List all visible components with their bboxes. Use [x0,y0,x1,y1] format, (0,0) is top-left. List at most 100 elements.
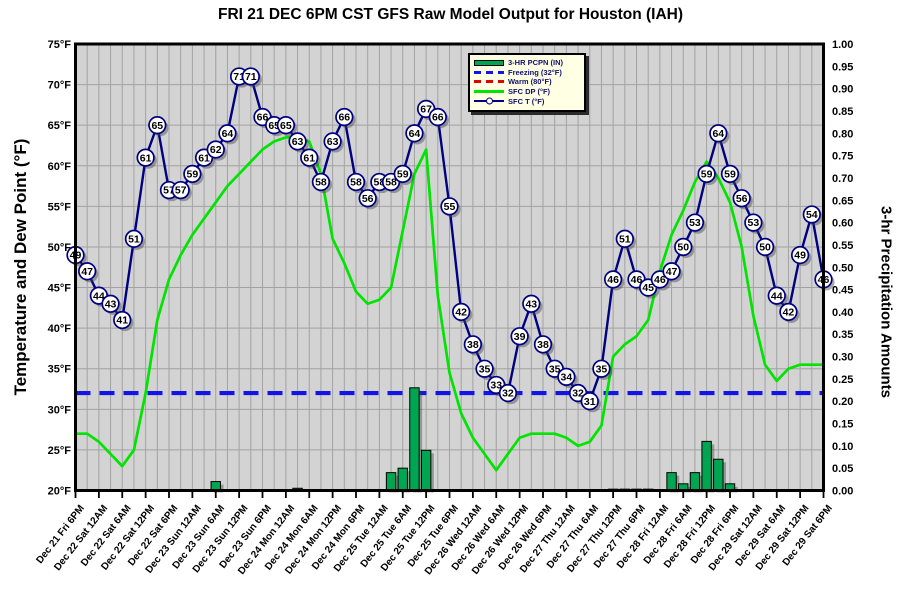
temp-marker-value: 34 [561,371,573,383]
y-right-tick-label: 0.50 [832,262,853,274]
y-left-tick-label: 40°F [48,323,72,335]
precip-bars [210,387,738,493]
temp-marker [358,189,377,208]
y-left-tick-label: 45°F [48,283,72,295]
temp-marker-value: 50 [759,242,771,254]
precip-bar [666,472,677,492]
temp-marker-value: 51 [128,233,140,245]
temp-marker-value: 63 [292,136,304,148]
temp-marker-value: 47 [81,266,93,278]
temp-marker-value: 61 [140,152,152,164]
temp-marker [276,116,296,135]
temp-marker-value: 58 [385,177,397,189]
temp-marker [779,302,798,322]
temp-marker-value: 63 [327,136,339,148]
y-right-tick-label: 0.40 [832,307,853,319]
legend-label: SFC T (°F) [508,96,545,106]
temp-marker-value: 42 [455,307,467,319]
temp-marker [475,359,494,378]
temp-marker-value: 56 [362,193,374,205]
legend: 3-HR PCPN (IN) Freezing (32°F) Warm (80°… [468,53,586,112]
legend-item-pcpn: 3-HR PCPN (IN) [474,58,580,68]
y-right-tick-label: 0.55 [832,240,853,252]
y-left-tick-label: 35°F [48,364,72,376]
temp-marker [603,270,623,289]
temp-marker-value: 43 [105,298,117,310]
y-left-tick-label: 55°F [48,201,72,213]
temp-marker-value: 65 [280,120,292,132]
temp-marker [709,124,728,143]
y-left-tick-label: 65°F [48,120,72,132]
temp-marker-value: 59 [701,168,713,180]
temp-marker [755,237,775,257]
temp-marker [674,237,693,257]
temp-marker [697,164,716,184]
y-right-tick-label: 0.20 [832,396,853,408]
temp-marker-value: 65 [151,120,163,132]
temp-marker [300,148,319,167]
temp-marker-value: 41 [116,315,128,327]
precip-bar [385,472,397,492]
temp-marker-value: 59 [187,168,199,180]
y-right-tick-label: 0.00 [832,486,853,498]
precip-bar [689,472,701,492]
warm-line-swatch-icon [474,80,504,84]
temp-marker [440,197,459,216]
temp-marker [802,205,821,224]
temp-marker [720,164,740,184]
temp-marker-value: 54 [806,209,818,221]
precip-bar [701,440,712,492]
temp-marker-value: 58 [315,177,327,189]
temp-marker [206,140,225,159]
temp-marker [405,124,424,143]
temp-marker [136,148,155,167]
y-right-tick-label: 0.80 [832,128,853,140]
y-left-tick-label: 75°F [48,39,72,51]
y-right-tick-label: 0.90 [832,84,853,96]
temp-marker-value: 46 [607,274,619,286]
y-right-tick-label: 0.10 [832,441,853,453]
y-right-tick-label: 0.25 [832,374,853,386]
temp-marker [580,392,599,411]
temp-marker-value: 59 [724,168,736,180]
plot-border [74,42,825,492]
y-right-tick-label: 0.15 [832,419,853,431]
temp-marker [790,245,810,265]
temp-marker [393,164,412,184]
temp-marker-value: 66 [432,112,444,124]
temp-marker-value: 53 [748,217,760,229]
temp-marker [323,132,342,151]
y-right-tick-label: 0.45 [832,285,853,297]
temp-marker [615,229,634,248]
temp-marker [113,310,132,330]
temp-marker-value: 53 [689,217,701,229]
y-right-tick-label: 0.85 [832,106,853,118]
temp-marker-value: 51 [619,233,631,245]
temp-marker [241,67,260,86]
y-left-tick-label: 30°F [48,404,72,416]
temp-marker [101,294,120,313]
temp-marker [124,229,144,248]
y-right-tick-label: 0.60 [832,218,853,230]
temp-marker-value: 62 [210,144,222,156]
temp-marker-value: 39 [514,331,526,343]
temp-marker-value: 64 [712,128,724,140]
y-left-tick-label: 25°F [48,445,72,457]
temp-marker [218,124,237,143]
legend-label: Warm (80°F) [508,77,552,87]
temp-marker-value: 35 [479,363,491,375]
temp-marker [732,189,751,208]
y-left-tick-label: 70°F [48,80,72,92]
y-axis-right: 1.00 0.95 0.90 0.85 0.80 0.75 0.70 0.65 0.60 0.55… [832,39,853,498]
y-right-tick-label: 1.00 [832,39,853,51]
temp-marker-value: 38 [537,339,549,351]
temp-marker-value: 46 [654,274,666,286]
legend-label: 3-HR PCPN (IN) [508,58,564,68]
temp-marker-value: 71 [245,71,257,83]
y-left-tick-label: 20°F [48,486,72,498]
temp-marker-value: 44 [771,290,783,302]
freezing-line-swatch-icon [474,70,504,74]
temp-marker [346,172,366,192]
